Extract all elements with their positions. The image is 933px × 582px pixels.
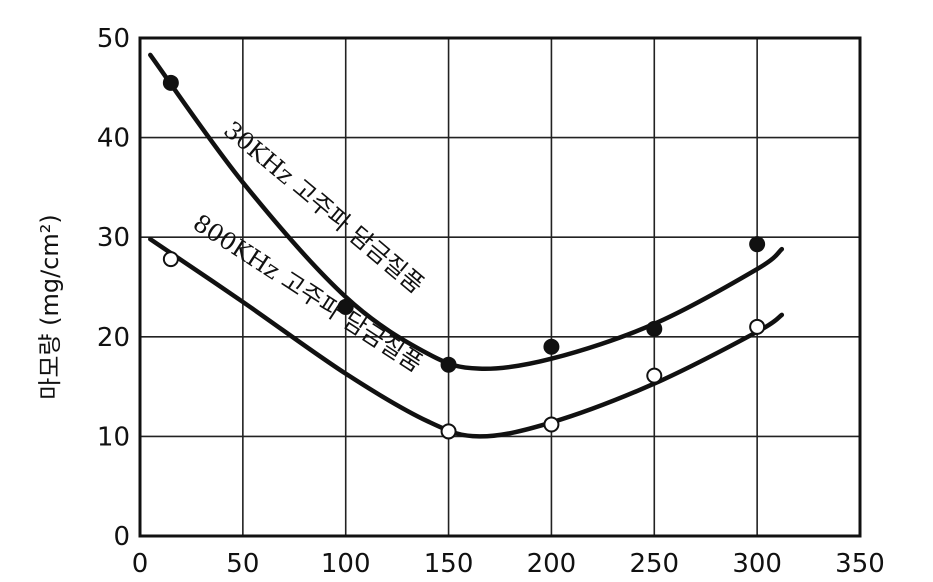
x-tick-label: 300 <box>732 549 782 579</box>
open-point <box>543 416 560 433</box>
curve-30khz <box>148 52 785 372</box>
x-tick-label: 0 <box>132 549 149 579</box>
open-point <box>440 423 457 440</box>
x-tick-label: 350 <box>835 549 885 579</box>
filled-point <box>337 298 354 315</box>
data-markers <box>162 74 766 440</box>
x-tick-label: 100 <box>321 549 371 579</box>
filled-point <box>440 356 457 373</box>
x-tick-label: 250 <box>629 549 679 579</box>
y-tick-label: 50 <box>97 24 130 54</box>
open-point <box>749 318 766 335</box>
x-tick-label: 50 <box>226 549 259 579</box>
y-tick-label: 40 <box>97 124 130 154</box>
y-tick-label: 20 <box>97 323 130 353</box>
curve-800khz <box>148 236 785 439</box>
y-tick-label: 30 <box>97 223 130 253</box>
y-tick-label: 0 <box>113 522 130 552</box>
filled-point <box>749 236 766 253</box>
y-axis-ticks: 0 10 20 30 40 50 <box>97 24 130 552</box>
filled-point <box>646 320 663 337</box>
fitted-curves <box>148 52 785 439</box>
filled-point <box>162 74 179 91</box>
y-axis-label: 마모량 (mg/cm²) <box>36 214 64 400</box>
open-point <box>646 367 663 384</box>
grid-lines <box>139 37 861 537</box>
x-tick-label: 200 <box>527 549 577 579</box>
y-tick-label: 10 <box>97 422 130 452</box>
x-tick-label: 150 <box>424 549 474 579</box>
filled-point <box>543 338 560 355</box>
x-axis-ticks: 0 50 100 150 200 250 300 350 <box>132 549 885 579</box>
series-label-800khz: 800KHz 고주파 담금질품 <box>188 209 427 378</box>
plot-frame <box>138 36 862 538</box>
open-point <box>162 251 179 268</box>
